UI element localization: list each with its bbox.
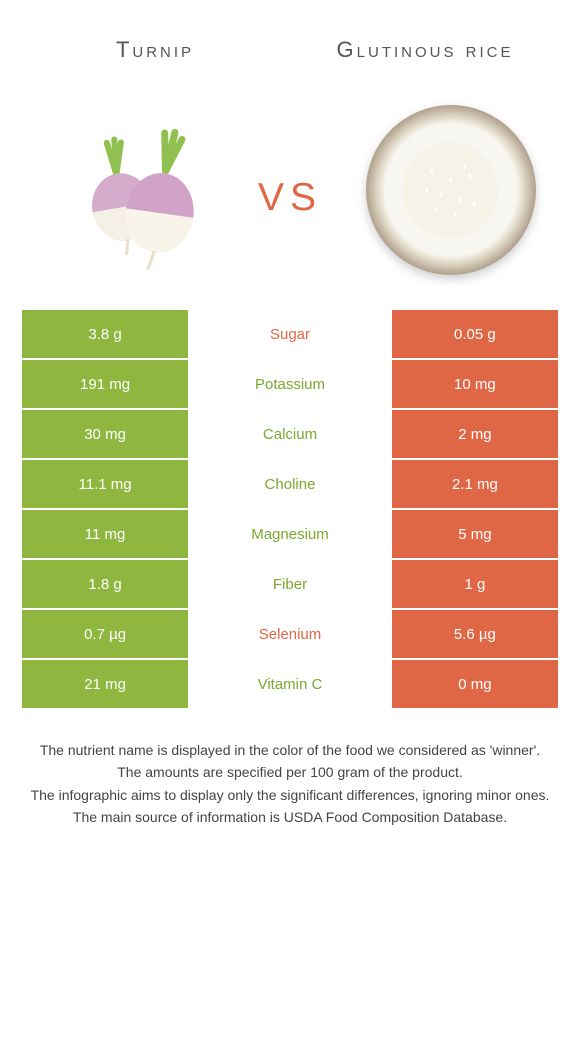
table-row: 21 mgVitamin C0 mg [22, 660, 558, 708]
table-row: 11 mgMagnesium5 mg [22, 510, 558, 558]
nutrient-table: 3.8 gSugar0.05 g191 mgPotassium10 mg30 m… [0, 310, 580, 708]
nutrient-name-cell: Calcium [188, 410, 392, 458]
left-food-title: Turnip [34, 36, 277, 65]
right-value-cell: 5 mg [392, 510, 558, 558]
right-value-cell: 5.6 µg [392, 610, 558, 658]
left-value-cell: 3.8 g [22, 310, 188, 358]
header: Turnip Glutinous rice [0, 0, 580, 90]
table-row: 1.8 gFiber1 g [22, 560, 558, 608]
table-row: 191 mgPotassium10 mg [22, 360, 558, 408]
turnip-icon [44, 105, 214, 275]
right-value-cell: 1 g [392, 560, 558, 608]
left-food-image [39, 100, 219, 280]
right-value-cell: 10 mg [392, 360, 558, 408]
right-value-cell: 2.1 mg [392, 460, 558, 508]
right-food-title: Glutinous rice [304, 36, 547, 65]
nutrient-name-cell: Magnesium [188, 510, 392, 558]
footer-line: The infographic aims to display only the… [26, 785, 554, 805]
left-value-cell: 11 mg [22, 510, 188, 558]
rice-bowl-icon [366, 105, 536, 275]
table-row: 0.7 µgSelenium5.6 µg [22, 610, 558, 658]
images-row: vs [0, 90, 580, 310]
nutrient-name-cell: Selenium [188, 610, 392, 658]
left-value-cell: 0.7 µg [22, 610, 188, 658]
nutrient-name-cell: Choline [188, 460, 392, 508]
left-value-cell: 191 mg [22, 360, 188, 408]
right-value-cell: 0.05 g [392, 310, 558, 358]
table-row: 30 mgCalcium2 mg [22, 410, 558, 458]
table-row: 3.8 gSugar0.05 g [22, 310, 558, 358]
nutrient-name-cell: Sugar [188, 310, 392, 358]
footer-line: The nutrient name is displayed in the co… [26, 740, 554, 760]
footer-notes: The nutrient name is displayed in the co… [0, 710, 580, 827]
nutrient-name-cell: Fiber [188, 560, 392, 608]
nutrient-name-cell: Potassium [188, 360, 392, 408]
right-value-cell: 0 mg [392, 660, 558, 708]
right-value-cell: 2 mg [392, 410, 558, 458]
right-food-image [361, 100, 541, 280]
left-value-cell: 21 mg [22, 660, 188, 708]
left-value-cell: 30 mg [22, 410, 188, 458]
footer-line: The main source of information is USDA F… [26, 807, 554, 827]
left-value-cell: 1.8 g [22, 560, 188, 608]
nutrient-name-cell: Vitamin C [188, 660, 392, 708]
footer-line: The amounts are specified per 100 gram o… [26, 762, 554, 782]
table-row: 11.1 mgCholine2.1 mg [22, 460, 558, 508]
left-value-cell: 11.1 mg [22, 460, 188, 508]
vs-label: vs [258, 158, 322, 223]
